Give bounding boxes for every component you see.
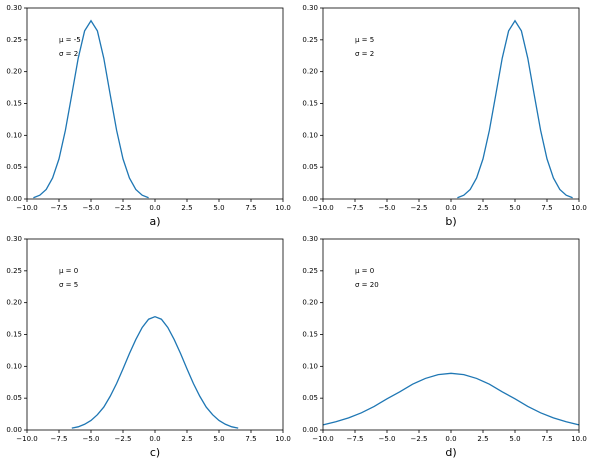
y-tick-label: 0.30: [6, 4, 22, 12]
x-tick-label: 10.0: [571, 204, 587, 212]
x-tick-label: 10.0: [275, 204, 291, 212]
y-tick-label: 0.25: [302, 36, 318, 44]
x-tick-label: −7.5: [51, 204, 68, 212]
y-tick-label: 0.20: [302, 68, 318, 76]
annotation: μ = -5: [59, 36, 81, 44]
x-tick-label: 2.5: [477, 435, 488, 443]
annotation: σ = 5: [59, 281, 78, 289]
x-tick-label: −2.5: [411, 435, 428, 443]
x-tick-label: −2.5: [115, 435, 132, 443]
x-tick-label: −10.0: [312, 204, 333, 212]
x-tick-label: 7.5: [245, 435, 256, 443]
curve: [33, 19, 149, 199]
panel-label: c): [150, 446, 160, 459]
y-tick-label: 0.25: [302, 267, 318, 275]
x-tick-label: 7.5: [541, 435, 552, 443]
panel-label: d): [445, 446, 456, 459]
y-tick-label: 0.00: [302, 195, 318, 203]
annotation: σ = 2: [355, 50, 374, 58]
x-tick-label: −7.5: [347, 204, 364, 212]
y-tick-label: 0.15: [302, 100, 318, 108]
x-tick-label: 5.0: [213, 204, 224, 212]
panel-label: b): [445, 215, 456, 228]
y-tick-label: 0.10: [302, 362, 318, 370]
x-tick-label: 7.5: [541, 204, 552, 212]
y-tick-label: 0.10: [302, 131, 318, 139]
y-tick-label: 0.15: [6, 331, 22, 339]
x-tick-label: −7.5: [347, 435, 364, 443]
x-tick-label: −2.5: [411, 204, 428, 212]
y-tick-label: 0.20: [302, 299, 318, 307]
x-tick-label: −5.0: [83, 204, 100, 212]
x-tick-label: 0.0: [445, 435, 456, 443]
x-tick-label: −10.0: [312, 435, 333, 443]
y-tick-label: 0.30: [302, 4, 318, 12]
x-tick-label: 7.5: [245, 204, 256, 212]
x-tick-label: −5.0: [83, 435, 100, 443]
x-tick-label: 2.5: [477, 204, 488, 212]
annotation: σ = 2: [59, 50, 78, 58]
y-tick-label: 0.20: [6, 299, 22, 307]
y-tick-label: 0.15: [302, 331, 318, 339]
curve: [457, 19, 573, 199]
y-tick-label: 0.00: [6, 195, 22, 203]
y-tick-label: 0.10: [6, 362, 22, 370]
annotation: μ = 0: [59, 267, 78, 275]
y-tick-label: 0.05: [302, 394, 318, 402]
annotation: μ = 0: [355, 267, 374, 275]
y-tick-label: 0.20: [6, 68, 22, 76]
x-tick-label: −7.5: [51, 435, 68, 443]
curve: [71, 315, 239, 429]
x-tick-label: 0.0: [445, 204, 456, 212]
y-tick-label: 0.25: [6, 267, 22, 275]
x-tick-label: −2.5: [115, 204, 132, 212]
y-tick-label: 0.00: [302, 426, 318, 434]
annotation: μ = 5: [355, 36, 374, 44]
y-tick-label: 0.30: [6, 235, 22, 243]
y-tick-label: 0.05: [302, 163, 318, 171]
annotation: σ = 20: [355, 281, 379, 289]
panel-label: a): [149, 215, 160, 228]
x-tick-label: −5.0: [379, 435, 396, 443]
x-tick-label: 10.0: [571, 435, 587, 443]
y-tick-label: 0.00: [6, 426, 22, 434]
y-tick-label: 0.25: [6, 36, 22, 44]
x-tick-label: 0.0: [149, 204, 160, 212]
x-tick-label: 2.5: [181, 435, 192, 443]
y-tick-label: 0.30: [302, 235, 318, 243]
x-tick-label: 5.0: [509, 435, 520, 443]
x-tick-label: 2.5: [181, 204, 192, 212]
curve: [322, 372, 580, 426]
y-tick-label: 0.15: [6, 100, 22, 108]
y-tick-label: 0.05: [6, 163, 22, 171]
x-tick-label: −10.0: [16, 204, 37, 212]
x-tick-label: −10.0: [16, 435, 37, 443]
x-tick-label: 5.0: [509, 204, 520, 212]
y-tick-label: 0.10: [6, 131, 22, 139]
x-tick-label: 5.0: [213, 435, 224, 443]
x-tick-label: −5.0: [379, 204, 396, 212]
x-tick-label: 0.0: [149, 435, 160, 443]
y-tick-label: 0.05: [6, 394, 22, 402]
x-tick-label: 10.0: [275, 435, 291, 443]
